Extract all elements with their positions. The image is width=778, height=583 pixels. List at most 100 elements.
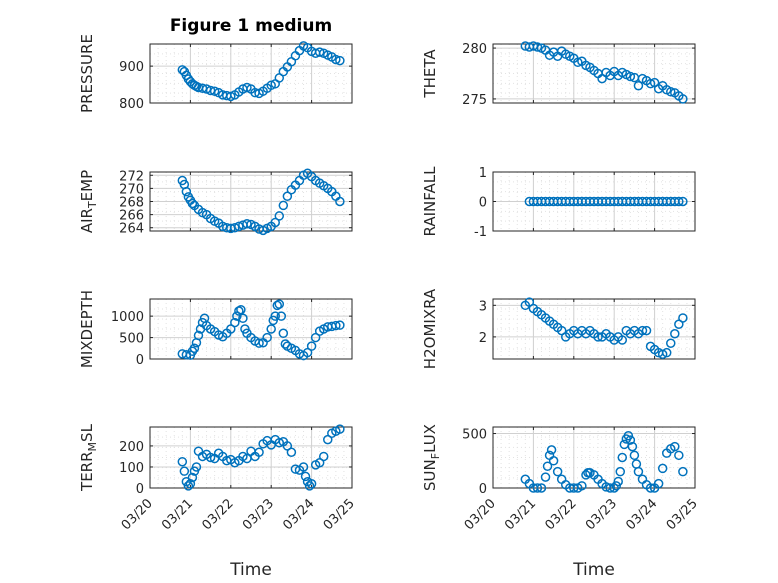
- data-point: [552, 466, 563, 477]
- data-point: [306, 479, 317, 489]
- data-point: [298, 462, 309, 472]
- x-tick-label: 03/21: [502, 496, 539, 533]
- data-point: [270, 311, 280, 321]
- data-point: [629, 450, 640, 461]
- data-point: [633, 466, 644, 477]
- y-axis-label: MIXDEPTH: [78, 290, 96, 368]
- axes-box: [149, 426, 353, 489]
- data-point: [670, 441, 680, 452]
- data-point: [661, 347, 672, 358]
- data-point: [645, 78, 656, 89]
- data-point: [274, 299, 285, 309]
- axes-box: [149, 298, 353, 360]
- y-tick-label: 200: [119, 440, 144, 455]
- x-axis-label-left: Time: [229, 560, 272, 580]
- data-point: [209, 86, 220, 96]
- data-point: [532, 42, 543, 52]
- y-tick-label: 1: [479, 166, 487, 181]
- y-tick-label: 3: [479, 299, 487, 314]
- y-axis-label: SUNFLUX: [421, 424, 442, 491]
- data-point: [191, 462, 202, 472]
- data-point: [627, 441, 638, 452]
- data-point: [300, 471, 311, 482]
- data-point: [183, 481, 194, 491]
- data-point: [179, 466, 190, 476]
- x-tick-label: 03/20: [462, 496, 499, 533]
- figure-title: Figure 1 medium: [170, 16, 332, 36]
- data-point: [670, 328, 680, 339]
- data-point: [242, 82, 252, 93]
- data-point: [625, 71, 636, 82]
- data-point: [278, 328, 289, 339]
- data-point: [230, 222, 240, 233]
- data-point: [187, 198, 198, 209]
- data-point: [266, 324, 276, 334]
- y-tick-label: 1000: [111, 310, 144, 325]
- data-point: [633, 80, 644, 91]
- data-point: [286, 447, 297, 457]
- data-point: [274, 438, 285, 448]
- x-tick-label: 03/21: [159, 496, 196, 533]
- data-point: [314, 47, 325, 57]
- y-tick-label: 272: [119, 169, 144, 184]
- y-tick-label: 2: [479, 331, 487, 346]
- data-point: [577, 481, 587, 491]
- data-point: [653, 478, 664, 489]
- data-point: [548, 456, 559, 466]
- data-point: [234, 221, 244, 232]
- y-tick-label: 500: [119, 332, 144, 347]
- data-point: [617, 335, 628, 345]
- data-point: [542, 461, 553, 471]
- data-point: [625, 435, 636, 445]
- data-point: [270, 217, 280, 228]
- y-tick-label: 100: [119, 461, 144, 476]
- y-tick-label: 900: [119, 60, 144, 75]
- subplot-terr-msl: 0 100 200 TERRMSL 03/20 03/21 03/22 03/23 03/24 0…: [78, 423, 358, 533]
- subplot-rainfall: -1 0 1 RAINFALL: [421, 166, 696, 240]
- data-point: [189, 343, 200, 354]
- y-tick-label: 268: [119, 196, 144, 211]
- data-point: [540, 472, 551, 482]
- data-point: [278, 200, 289, 211]
- data-point: [335, 196, 345, 207]
- x-tick-label: 03/25: [664, 496, 701, 533]
- x-tick-label: 03/24: [623, 496, 660, 533]
- data-point: [254, 447, 264, 457]
- data-point: [556, 474, 567, 485]
- data-point: [205, 452, 216, 463]
- x-tick-label: 03/25: [321, 496, 358, 533]
- axes-box: [492, 43, 696, 104]
- data-point: [674, 196, 684, 207]
- data-point: [605, 483, 615, 493]
- data-point: [678, 196, 688, 207]
- x-tick-label: 03/23: [240, 496, 277, 533]
- data-point: [546, 445, 557, 455]
- data-point: [611, 481, 621, 491]
- data-point: [226, 91, 236, 102]
- data-point: [304, 481, 315, 491]
- data-point: [306, 341, 317, 351]
- axes-box: [492, 298, 696, 360]
- data-point: [185, 479, 196, 489]
- data-point: [187, 472, 198, 483]
- data-point: [242, 219, 252, 229]
- x-tick-label: 03/22: [200, 496, 237, 533]
- data-point: [254, 338, 264, 348]
- data-point: [177, 456, 188, 467]
- data-point: [181, 186, 192, 197]
- data-point: [335, 424, 345, 434]
- x-axis-label-right: Time: [572, 560, 615, 580]
- x-tick-label: 03/22: [543, 496, 580, 533]
- data-point: [266, 80, 276, 91]
- y-axis-label: H2OMIXRA: [421, 288, 439, 369]
- data-point: [280, 339, 291, 349]
- axes-box: [149, 43, 353, 104]
- data-point: [282, 191, 293, 202]
- x-tick-label: 03/20: [119, 496, 156, 533]
- y-axis-label: TERRMSL: [78, 423, 99, 492]
- y-axis-label: PRESSURE: [78, 34, 96, 113]
- x-tick-label: 03/24: [280, 496, 317, 533]
- data-point: [613, 476, 623, 487]
